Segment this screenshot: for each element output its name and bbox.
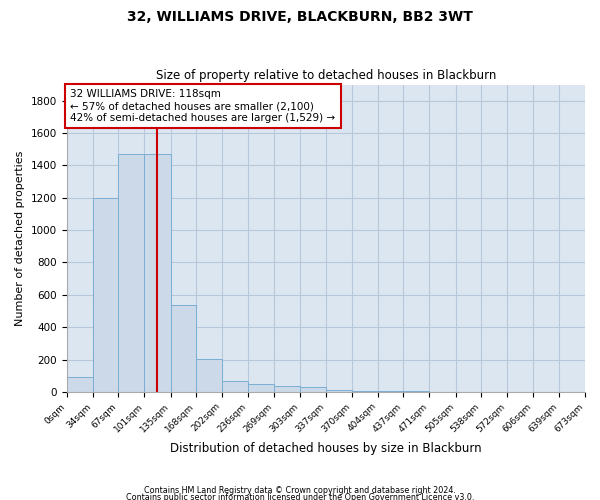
Bar [170, 304, 196, 392]
Bar [326, 390, 352, 392]
Bar [118, 154, 145, 392]
Bar [352, 390, 378, 392]
Bar [222, 382, 248, 392]
Title: Size of property relative to detached houses in Blackburn: Size of property relative to detached ho… [155, 69, 496, 82]
Bar [145, 154, 170, 392]
Text: Contains public sector information licensed under the Open Government Licence v3: Contains public sector information licen… [126, 494, 474, 500]
X-axis label: Distribution of detached houses by size in Blackburn: Distribution of detached houses by size … [170, 442, 482, 455]
Bar [93, 198, 118, 392]
Bar [274, 386, 300, 392]
Bar [248, 384, 274, 392]
Bar [196, 358, 222, 392]
Text: Contains HM Land Registry data © Crown copyright and database right 2024.: Contains HM Land Registry data © Crown c… [144, 486, 456, 495]
Bar [67, 378, 93, 392]
Text: 32, WILLIAMS DRIVE, BLACKBURN, BB2 3WT: 32, WILLIAMS DRIVE, BLACKBURN, BB2 3WT [127, 10, 473, 24]
Y-axis label: Number of detached properties: Number of detached properties [15, 150, 25, 326]
Text: 32 WILLIAMS DRIVE: 118sqm
← 57% of detached houses are smaller (2,100)
42% of se: 32 WILLIAMS DRIVE: 118sqm ← 57% of detac… [70, 90, 335, 122]
Bar [300, 388, 326, 392]
Bar [378, 391, 403, 392]
